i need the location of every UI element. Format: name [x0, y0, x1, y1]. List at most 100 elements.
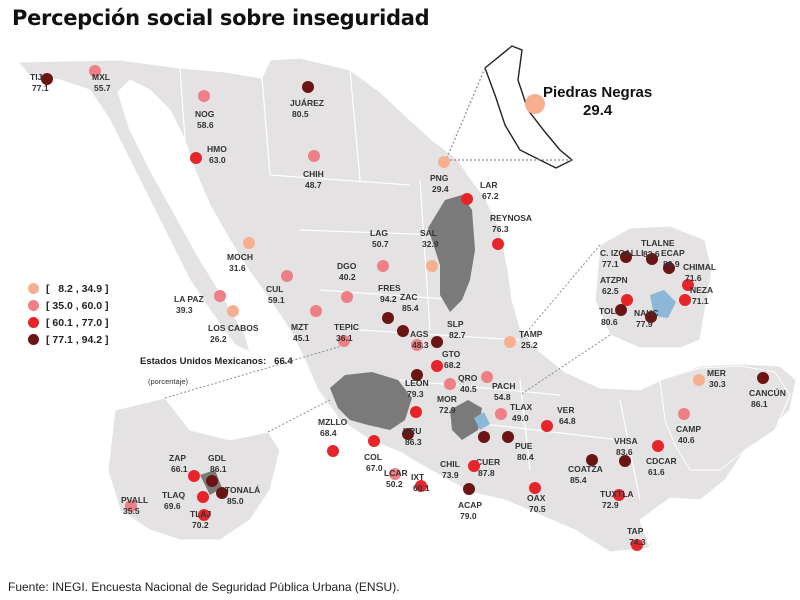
- city-dot: [198, 509, 210, 521]
- city-dot: [444, 378, 456, 390]
- city-name-label: ECAP: [661, 248, 685, 258]
- city-value-label: 86.1: [210, 464, 227, 474]
- city-dot: [310, 305, 322, 317]
- city-value-label: 87.8: [478, 468, 495, 478]
- city-dot: [41, 73, 53, 85]
- city-value-label: 50.7: [372, 239, 389, 249]
- city-value-label: 26.2: [210, 334, 227, 344]
- city-name-label: TONALÁ: [225, 485, 260, 495]
- city-name-label: MXL: [92, 72, 110, 82]
- highlight-region-cdmx: [474, 412, 490, 430]
- city-value-label: 61.6: [648, 467, 665, 477]
- city-dot: [678, 408, 690, 420]
- city-value-label: 67.0: [366, 463, 383, 473]
- city-name-label: MZLLO: [318, 417, 348, 427]
- city-value-label: 86.3: [405, 437, 422, 447]
- city-name-label: LA PAZ: [174, 294, 204, 304]
- legend: [ 8.2 , 34.9 ] [ 35.0 , 60.0 ] [ 60.1 , …: [28, 280, 203, 348]
- city-dot: [468, 460, 480, 472]
- city-dot: [693, 374, 705, 386]
- city-value-label: 59.1: [268, 295, 285, 305]
- city-value-label: 71.6: [685, 273, 702, 283]
- city-dot: [327, 445, 339, 457]
- city-dot: [492, 238, 504, 250]
- city-value-label: 72.9: [439, 405, 456, 415]
- city-dot: [411, 339, 423, 351]
- city-value-label: 68.4: [320, 428, 337, 438]
- city-name-label: URU: [403, 426, 421, 436]
- city-name-label: TLALNE: [641, 238, 675, 248]
- inset-label-piedras-negras: Piedras Negras 29.4: [543, 84, 652, 120]
- city-name-label: CUL: [266, 284, 283, 294]
- city-dot: [463, 483, 475, 495]
- city-dot: [125, 500, 137, 512]
- city-name-label: HMO: [207, 144, 227, 154]
- city-dot: [502, 431, 514, 443]
- city-value-label: 77.9: [636, 319, 653, 329]
- legend-label: [ 8.2 , 34.9 ]: [46, 282, 109, 295]
- city-dot: [631, 539, 643, 551]
- map-title: Percepción social sobre inseguridad: [12, 6, 430, 30]
- city-name-label: CANCÚN: [749, 387, 786, 398]
- city-dot: [621, 294, 633, 306]
- highlight-region-northeast: [428, 195, 475, 312]
- city-value-label: 82.6: [643, 249, 660, 259]
- city-value-label: 76.3: [492, 224, 509, 234]
- city-value-label: 36.1: [336, 333, 353, 343]
- city-value-label: 85.0: [227, 496, 244, 506]
- city-dot: [646, 253, 658, 265]
- city-value-label: 77.1: [602, 259, 619, 269]
- city-dot: [382, 312, 394, 324]
- national-unit: (porcentaje): [148, 377, 189, 386]
- legend-label: [ 60.1 , 77.0 ]: [46, 316, 109, 329]
- city-name-label: C. IZCALLI: [600, 248, 643, 258]
- city-value-label: 25.2: [521, 340, 538, 350]
- city-value-label: 69.6: [164, 501, 181, 511]
- city-value-label: 45.1: [293, 333, 310, 343]
- city-dot: [188, 470, 200, 482]
- city-dot: [504, 336, 516, 348]
- city-value-label: 85.4: [570, 475, 587, 485]
- city-value-label: 79.3: [407, 389, 424, 399]
- city-name-label: AGS: [410, 329, 429, 339]
- national-label: Estados Unidos Mexicanos:: [140, 356, 267, 367]
- city-dot: [615, 304, 627, 316]
- city-name-label: MZT: [291, 322, 309, 332]
- legend-item: [ 8.2 , 34.9 ]: [28, 280, 203, 297]
- city-dot: [586, 454, 598, 466]
- legend-swatch: [28, 300, 39, 311]
- city-name-label: TLAX: [510, 402, 533, 412]
- city-value-label: 55.7: [94, 83, 111, 93]
- legend-swatch: [28, 317, 39, 328]
- city-name-label: LAG: [370, 228, 388, 238]
- city-name-label: VHSA: [614, 436, 638, 446]
- city-dot: [620, 251, 632, 263]
- city-dot: [415, 480, 427, 492]
- city-name-label: TOL: [599, 306, 616, 316]
- city-name-label: MER: [707, 368, 726, 378]
- city-value-label: 73.9: [442, 470, 459, 480]
- city-value-label: 40.5: [460, 384, 477, 394]
- city-name-label: TEPIC: [334, 322, 359, 332]
